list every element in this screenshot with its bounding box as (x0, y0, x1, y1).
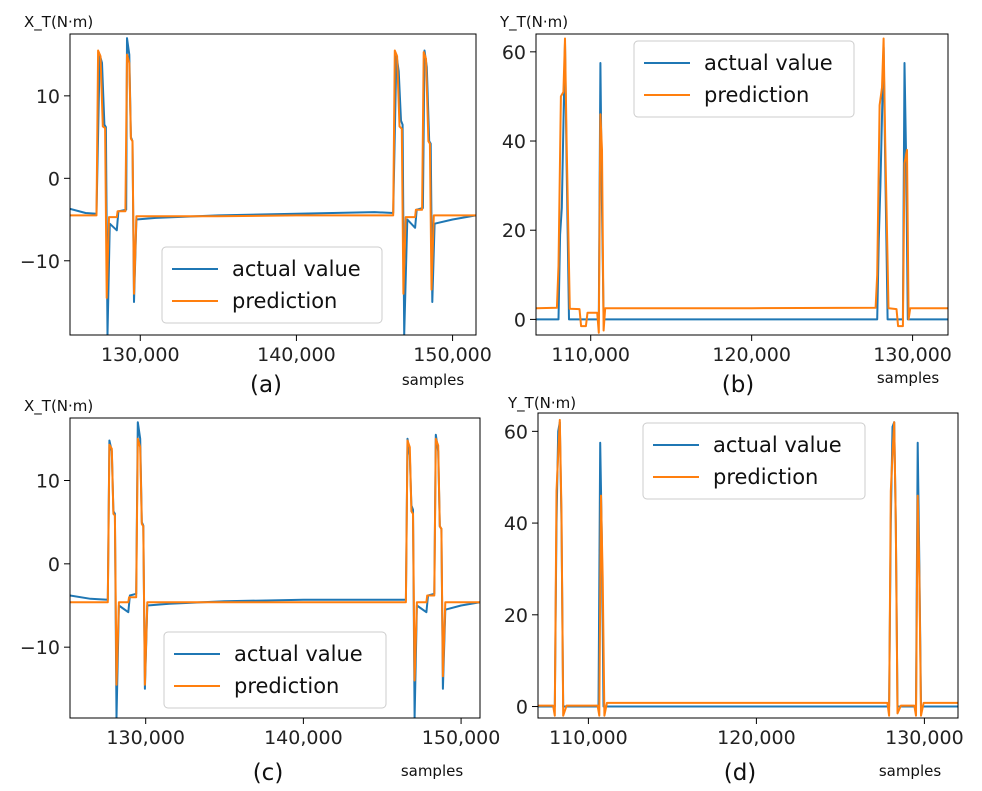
legend-box (161, 246, 383, 324)
series-line-prediction (536, 37, 948, 334)
legend-label-actual: actual value (713, 433, 842, 457)
y-tick-label: −10 (20, 251, 60, 273)
legend-label-prediction: prediction (713, 465, 818, 489)
chart-panel-4: 110,000 120,000 130,000 60 40 20 0 Y_T(N·m)samp… (504, 394, 964, 786)
legend-label-prediction: prediction (704, 83, 809, 107)
legend-box (633, 40, 855, 118)
chart-panel-3: 130,000 140,000 150,000 10 0 −10 X_T(N·m)sampl… (20, 397, 500, 786)
chart-panel-1: 130,000 140,000 150,000 10 0 −10 X_T(N·m)sampl… (20, 13, 492, 398)
x-tick-label: 130,000 (106, 727, 185, 749)
y-axis-label: Y_T(N·m) (507, 394, 576, 413)
x-axis-label: samples (877, 369, 940, 387)
x-tick-label: 130,000 (873, 344, 952, 366)
legend-label-actual: actual value (234, 642, 363, 666)
series-line-prediction (70, 49, 476, 299)
x-tick-label: 140,000 (264, 727, 343, 749)
x-tick-label: 120,000 (712, 344, 791, 366)
panel-caption: (d) (724, 760, 757, 786)
y-tick-label: 0 (514, 309, 526, 331)
x-tick-label: 110,000 (551, 344, 630, 366)
x-tick-label: 140,000 (257, 344, 336, 366)
y-tick-label: −10 (20, 637, 60, 659)
x-axis-label: samples (402, 371, 465, 389)
y-tick-label: 60 (502, 42, 526, 64)
panel-caption: (a) (250, 372, 282, 398)
y-axis-label: X_T(N·m) (24, 397, 93, 416)
y-tick-label: 40 (504, 513, 528, 535)
plot-frame (69, 417, 481, 719)
y-tick-label: 20 (504, 605, 528, 627)
x-tick-label: 150,000 (422, 727, 501, 749)
panel-caption: (b) (722, 372, 755, 398)
legend: actual value prediction (642, 422, 866, 500)
legend: actual value prediction (633, 40, 855, 118)
legend: actual value prediction (161, 246, 383, 324)
plot-frame (537, 412, 959, 719)
legend-box (163, 631, 387, 709)
series-line-prediction (70, 437, 480, 686)
plot-frame (69, 33, 477, 336)
x-axis-label: samples (401, 762, 464, 780)
y-tick-label: 40 (502, 131, 526, 153)
y-axis-label: Y_T(N·m) (499, 13, 568, 32)
y-tick-label: 60 (504, 421, 528, 443)
y-tick-label: 10 (36, 86, 60, 108)
x-tick-label: 150,000 (413, 344, 492, 366)
y-tick-label: 0 (48, 554, 60, 576)
legend-label-actual: actual value (232, 257, 361, 281)
y-tick-label: 0 (48, 168, 60, 190)
y-tick-label: 20 (502, 220, 526, 242)
panel-caption: (c) (253, 760, 284, 786)
chart-panel-2: 110,000 120,000 130,000 60 40 20 0 Y_T(N·m)samp… (499, 13, 952, 398)
x-tick-label: 130,000 (885, 727, 964, 749)
x-tick-label: 120,000 (717, 727, 796, 749)
legend-label-prediction: prediction (234, 674, 339, 698)
y-axis-label: X_T(N·m) (24, 13, 93, 32)
legend-label-prediction: prediction (232, 289, 337, 313)
legend-label-actual: actual value (704, 51, 833, 75)
x-tick-label: 110,000 (549, 727, 628, 749)
x-axis-label: samples (879, 762, 942, 780)
y-tick-label: 10 (36, 471, 60, 493)
series-line-prediction (538, 418, 958, 717)
legend-box (642, 422, 866, 500)
x-tick-label: 130,000 (101, 344, 180, 366)
plot-frame (535, 33, 949, 336)
y-tick-label: 0 (516, 697, 528, 719)
legend: actual value prediction (163, 631, 387, 709)
